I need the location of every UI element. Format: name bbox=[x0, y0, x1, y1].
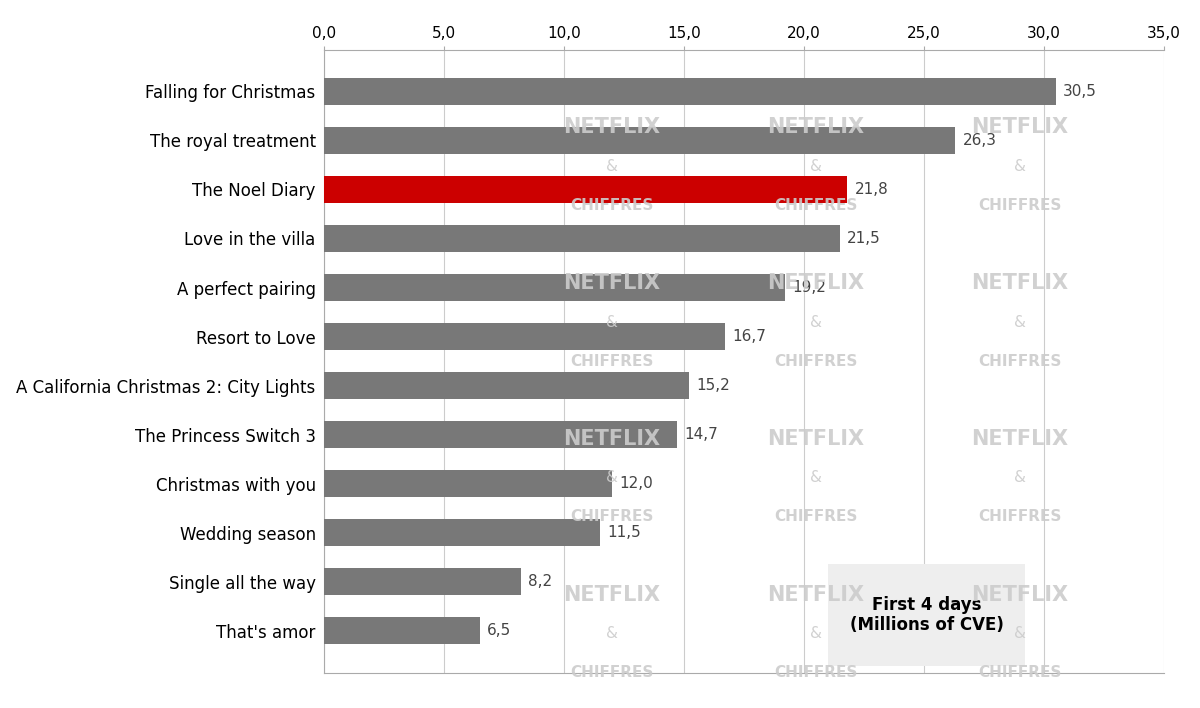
Text: 6,5: 6,5 bbox=[487, 623, 511, 639]
Text: NETFLIX: NETFLIX bbox=[768, 585, 864, 605]
Text: &: & bbox=[606, 314, 618, 330]
Text: &: & bbox=[1014, 314, 1026, 330]
Text: NETFLIX: NETFLIX bbox=[972, 585, 1068, 605]
Text: 21,8: 21,8 bbox=[854, 182, 888, 197]
Text: NETFLIX: NETFLIX bbox=[768, 273, 864, 293]
Bar bbox=[324, 617, 480, 644]
Text: 14,7: 14,7 bbox=[684, 427, 718, 442]
Bar bbox=[324, 470, 612, 497]
Text: NETFLIX: NETFLIX bbox=[564, 429, 660, 449]
Text: CHIFFRES: CHIFFRES bbox=[978, 509, 1062, 525]
Text: CHIFFRES: CHIFFRES bbox=[774, 665, 858, 680]
Text: CHIFFRES: CHIFFRES bbox=[570, 353, 654, 369]
Text: CHIFFRES: CHIFFRES bbox=[978, 665, 1062, 680]
Bar bbox=[324, 225, 840, 252]
Text: &: & bbox=[606, 470, 618, 486]
Text: &: & bbox=[810, 470, 822, 486]
Bar bbox=[324, 323, 725, 350]
Bar bbox=[324, 421, 677, 448]
Text: NETFLIX: NETFLIX bbox=[768, 429, 864, 449]
Text: CHIFFRES: CHIFFRES bbox=[570, 665, 654, 680]
Bar bbox=[324, 176, 847, 203]
Text: CHIFFRES: CHIFFRES bbox=[774, 198, 858, 213]
Text: 21,5: 21,5 bbox=[847, 231, 881, 246]
Text: &: & bbox=[1014, 626, 1026, 641]
Bar bbox=[324, 274, 785, 301]
Text: 12,0: 12,0 bbox=[619, 476, 653, 491]
Text: &: & bbox=[810, 314, 822, 330]
Text: NETFLIX: NETFLIX bbox=[768, 118, 864, 137]
Bar bbox=[324, 569, 521, 595]
Text: CHIFFRES: CHIFFRES bbox=[774, 509, 858, 525]
Text: NETFLIX: NETFLIX bbox=[564, 118, 660, 137]
Bar bbox=[324, 127, 955, 154]
Bar bbox=[324, 519, 600, 546]
Text: &: & bbox=[1014, 470, 1026, 486]
Text: CHIFFRES: CHIFFRES bbox=[570, 198, 654, 213]
Text: &: & bbox=[1014, 159, 1026, 174]
Text: 19,2: 19,2 bbox=[792, 280, 826, 295]
Text: &: & bbox=[606, 626, 618, 641]
Text: NETFLIX: NETFLIX bbox=[564, 585, 660, 605]
Text: 16,7: 16,7 bbox=[732, 329, 766, 344]
Bar bbox=[324, 78, 1056, 105]
Bar bbox=[324, 372, 689, 399]
Text: CHIFFRES: CHIFFRES bbox=[570, 509, 654, 525]
Text: 8,2: 8,2 bbox=[528, 574, 552, 589]
Text: 26,3: 26,3 bbox=[962, 133, 996, 148]
Text: 11,5: 11,5 bbox=[607, 525, 641, 540]
Text: CHIFFRES: CHIFFRES bbox=[978, 198, 1062, 213]
Text: CHIFFRES: CHIFFRES bbox=[978, 353, 1062, 369]
Text: &: & bbox=[810, 626, 822, 641]
Text: CHIFFRES: CHIFFRES bbox=[774, 353, 858, 369]
Text: NETFLIX: NETFLIX bbox=[972, 273, 1068, 293]
Text: 15,2: 15,2 bbox=[696, 378, 730, 393]
Text: NETFLIX: NETFLIX bbox=[972, 118, 1068, 137]
Text: NETFLIX: NETFLIX bbox=[564, 273, 660, 293]
Text: &: & bbox=[810, 159, 822, 174]
Text: NETFLIX: NETFLIX bbox=[972, 429, 1068, 449]
Text: 30,5: 30,5 bbox=[1063, 84, 1097, 99]
Text: &: & bbox=[606, 159, 618, 174]
